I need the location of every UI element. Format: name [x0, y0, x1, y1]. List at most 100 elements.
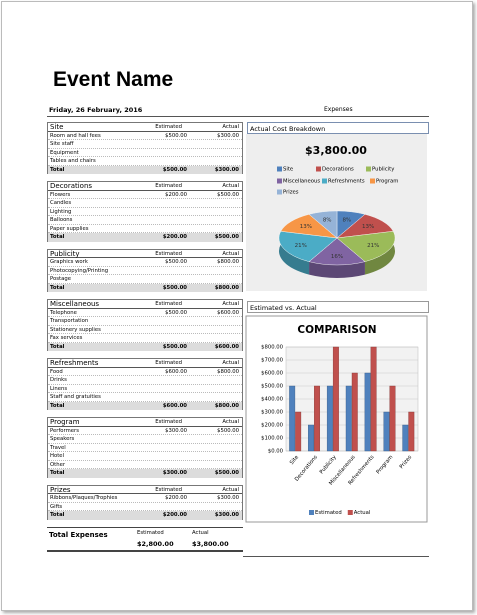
- item-amount: $300.00: [165, 427, 187, 434]
- item-label: Site staff: [50, 141, 74, 147]
- item-label: Tables and chairs: [50, 158, 96, 164]
- item-amount: $300.00: [217, 495, 239, 501]
- total-amount: $500.00: [214, 234, 239, 240]
- item-label: Linens: [50, 385, 68, 392]
- section-box: Prizes Estimated Actual Ribbons/Plaques/Tro…: [47, 484, 243, 520]
- legend-swatch: [277, 189, 282, 195]
- item-row: Performers $300.00 $500.00: [48, 427, 242, 435]
- bar: [351, 372, 358, 452]
- item-row: Candles: [48, 199, 242, 208]
- y-tick-label: $500.00: [261, 384, 284, 390]
- total-amount: $300.00: [214, 166, 239, 173]
- legend-swatch: [322, 178, 327, 184]
- item-amount: $500.00: [217, 427, 239, 434]
- section-box: Publicity Estimated Actual Graphics work $50…: [47, 248, 243, 292]
- header-rule: [47, 116, 429, 117]
- total-row: Total $500.00 $600.00: [48, 342, 242, 351]
- bar: [295, 411, 302, 452]
- column-label: Actual: [222, 124, 239, 130]
- bar-title: COMPARISON: [297, 324, 376, 336]
- bar: [370, 346, 377, 452]
- item-row: Ribbons/Plaques/Trophies $200.00 $300.00: [48, 494, 242, 503]
- column-label: Estimated: [155, 419, 182, 425]
- column-label: Estimated: [155, 124, 182, 130]
- item-amount: $500.00: [217, 191, 239, 198]
- bar: [389, 385, 396, 452]
- item-row: Postage: [48, 275, 242, 284]
- total-amount: $800.00: [214, 284, 239, 291]
- pie-panel-title-box: Actual Cost Breakdown: [247, 122, 429, 134]
- item-amount: $600.00: [217, 309, 239, 316]
- pie-panel-title: Actual Cost Breakdown: [250, 125, 326, 133]
- total-amount: $500.00: [214, 470, 239, 476]
- item-row: Stationery supplies: [48, 326, 242, 334]
- section-name: Program: [50, 418, 80, 426]
- item-label: Graphics work: [50, 259, 88, 265]
- total-amount: $300.00: [214, 512, 239, 518]
- y-tick-label: $200.00: [261, 423, 284, 429]
- total-amount: $600.00: [214, 343, 239, 350]
- section-box: Miscellaneous Estimated Actual Telephone $50…: [47, 299, 243, 351]
- column-label: Estimated: [137, 529, 164, 536]
- total-amount: $500.00: [162, 166, 187, 173]
- legend-swatch: [347, 510, 353, 515]
- section-box: Refreshments Estimated Actual Food $600.00 $8…: [47, 358, 243, 410]
- total-label: Total: [50, 234, 65, 240]
- section-header: Decorations Estimated Actual: [48, 182, 242, 191]
- x-tick-label: Site: [289, 454, 300, 466]
- total-row: Total $500.00 $300.00: [48, 165, 242, 174]
- item-label: Performers: [50, 427, 79, 434]
- total-amount: $500.00: [162, 284, 187, 291]
- item-row: Paper supplies: [48, 225, 242, 233]
- pie-side: [279, 231, 310, 275]
- item-label: Postage: [50, 276, 71, 282]
- item-row: Staff and gratuities: [48, 393, 242, 402]
- column-label: Actual: [192, 529, 209, 536]
- item-row: Food $600.00 $800.00: [48, 368, 242, 376]
- item-row: Site staff: [48, 140, 242, 149]
- total-label: Total: [50, 402, 65, 409]
- item-row: Gifts: [48, 503, 242, 511]
- section-box: Site Estimated Actual Room and hall fees $50…: [47, 122, 243, 174]
- item-row: Equipment: [48, 149, 242, 157]
- section-name: Decorations: [50, 182, 93, 190]
- item-label: Stationery supplies: [50, 326, 101, 333]
- bar: [332, 346, 339, 452]
- pie-value-label: 16%: [331, 254, 343, 260]
- item-label: Transportation: [50, 318, 89, 324]
- item-row: Photocopying/Printing: [48, 267, 242, 275]
- item-row: Linens: [48, 385, 242, 393]
- item-row: Balloons: [48, 216, 242, 225]
- item-amount: $500.00: [165, 132, 187, 139]
- total-row: Total $200.00 $500.00: [48, 233, 242, 242]
- item-row: Drinks: [48, 376, 242, 385]
- column-label: Actual: [222, 250, 239, 257]
- item-label: Equipment: [50, 149, 79, 156]
- doc-date: Friday, 26 February, 2016: [49, 106, 143, 114]
- bar-panel-title-box: Estimated vs. Actual: [247, 301, 429, 313]
- item-label: Other: [50, 461, 66, 468]
- pie-value-label: 8%: [323, 218, 332, 224]
- bar: [314, 385, 320, 452]
- item-label: Telephone: [50, 309, 77, 316]
- column-label: Estimated: [155, 301, 182, 307]
- column-label: Estimated: [155, 360, 182, 366]
- total-expenses: Total Expenses Estimated Actual $2,800.00 $3…: [47, 526, 243, 552]
- y-tick-label: $400.00: [261, 397, 284, 403]
- section-header: Miscellaneous Estimated Actual: [48, 300, 242, 309]
- total-amount: $300.00: [162, 470, 187, 476]
- column-label: Actual: [222, 486, 239, 493]
- item-row: Hotel: [48, 452, 242, 461]
- item-row: Tables and chairs: [48, 157, 242, 166]
- column-label: Estimated: [155, 486, 182, 493]
- pie-slice: [308, 237, 366, 266]
- item-label: Food: [50, 368, 63, 375]
- total-label: Total: [50, 470, 65, 476]
- legend-swatch: [277, 166, 282, 172]
- legend-swatch: [370, 178, 375, 184]
- y-tick-label: $800.00: [261, 345, 284, 351]
- y-tick-label: $700.00: [261, 358, 284, 364]
- total-row: Total $600.00 $800.00: [48, 401, 242, 410]
